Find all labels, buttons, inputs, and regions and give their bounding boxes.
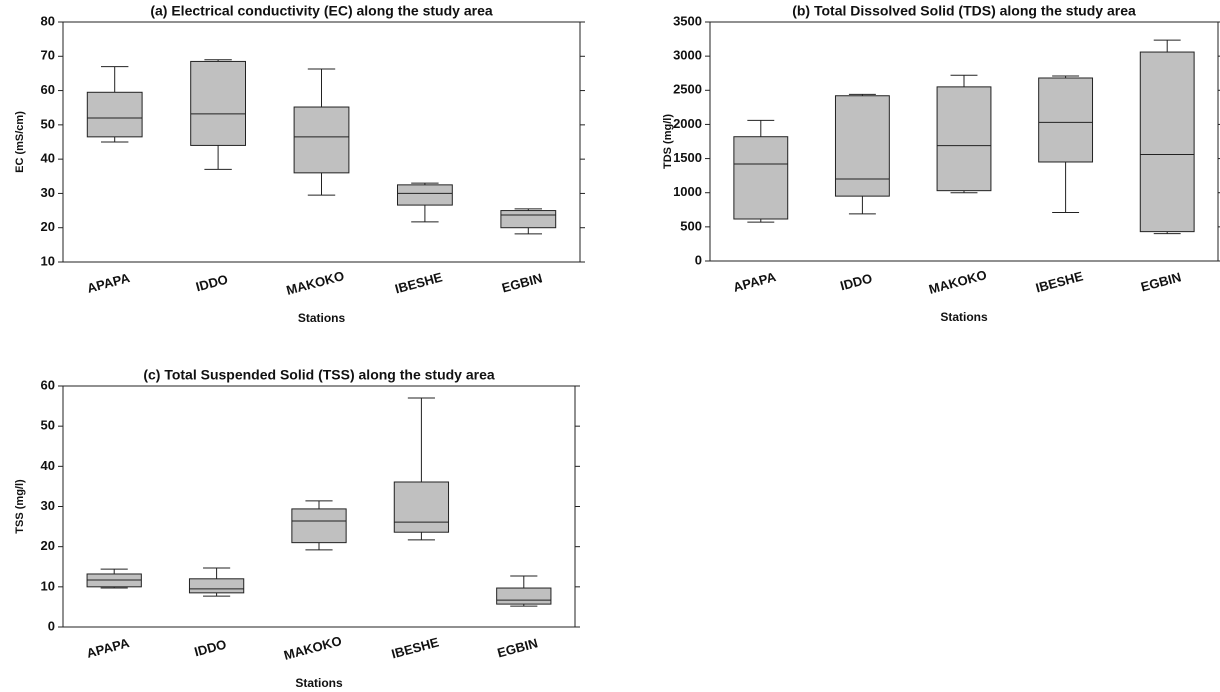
y-tick-label: 2500 <box>673 82 702 97</box>
y-tick-label: 20 <box>41 538 55 553</box>
y-tick-label: 20 <box>41 219 55 234</box>
y-tick-label: 60 <box>41 82 55 97</box>
x-tick-label: APAPA <box>85 635 132 661</box>
y-tick-label: 3000 <box>673 48 702 63</box>
chart-title: (a) Electrical conductivity (EC) along t… <box>150 3 493 19</box>
box <box>936 86 992 192</box>
x-tick-label: IBESHE <box>1034 268 1085 295</box>
y-tick-label: 3500 <box>673 13 702 28</box>
x-tick-label: IDDO <box>838 271 873 294</box>
box <box>1038 77 1094 163</box>
box <box>293 106 350 174</box>
x-tick-label: MAKOKO <box>927 267 988 297</box>
y-tick-label: 50 <box>41 418 55 433</box>
box <box>190 60 247 146</box>
y-tick-label: 50 <box>41 116 55 131</box>
y-tick-label: 40 <box>41 458 55 473</box>
x-axis-label: Stations <box>295 676 343 690</box>
box <box>496 587 552 605</box>
y-tick-label: 0 <box>695 252 702 267</box>
y-axis-label: TDS (mg/l) <box>662 114 674 169</box>
box <box>188 578 245 594</box>
x-tick-label: MAKOKO <box>282 633 343 663</box>
x-tick-label: EGBIN <box>1139 269 1183 294</box>
x-axis-label: Stations <box>940 310 988 324</box>
plot-frame <box>709 21 1219 262</box>
y-tick-label: 500 <box>680 218 702 233</box>
box <box>1139 51 1195 233</box>
y-tick-label: 70 <box>41 48 55 63</box>
box <box>500 210 557 229</box>
box <box>834 95 890 197</box>
y-tick-label: 40 <box>41 151 55 166</box>
box <box>733 136 789 220</box>
box <box>291 508 347 544</box>
y-axis-label: EC (mS/cm) <box>14 111 26 173</box>
y-tick-label: 60 <box>41 377 55 392</box>
chart-title: (b) Total Dissolved Solid (TDS) along th… <box>792 3 1136 19</box>
x-tick-label: APAPA <box>85 270 132 296</box>
y-axis-label: TSS (mg/l) <box>14 479 26 534</box>
y-tick-label: 2000 <box>673 116 702 131</box>
x-tick-label: EGBIN <box>500 270 544 295</box>
y-tick-label: 30 <box>41 185 55 200</box>
y-tick-label: 0 <box>48 618 55 633</box>
x-tick-label: MAKOKO <box>285 268 346 298</box>
x-tick-label: IBESHE <box>390 634 441 661</box>
x-tick-label: IDDO <box>194 272 229 295</box>
x-tick-label: IBESHE <box>393 269 444 296</box>
x-tick-label: IDDO <box>193 637 228 660</box>
y-tick-label: 1000 <box>673 184 702 199</box>
y-tick-label: 80 <box>41 13 55 28</box>
y-tick-label: 10 <box>41 578 55 593</box>
x-axis-label: Stations <box>298 311 346 325</box>
y-tick-label: 30 <box>41 498 55 513</box>
x-tick-label: EGBIN <box>496 635 540 660</box>
chart-title: (c) Total Suspended Solid (TSS) along th… <box>143 367 495 383</box>
y-tick-label: 10 <box>41 253 55 268</box>
plot-frame <box>62 21 581 263</box>
box <box>86 91 143 138</box>
box <box>396 184 453 206</box>
y-tick-label: 1500 <box>673 150 702 165</box>
box <box>393 481 450 533</box>
x-tick-label: APAPA <box>732 269 779 295</box>
